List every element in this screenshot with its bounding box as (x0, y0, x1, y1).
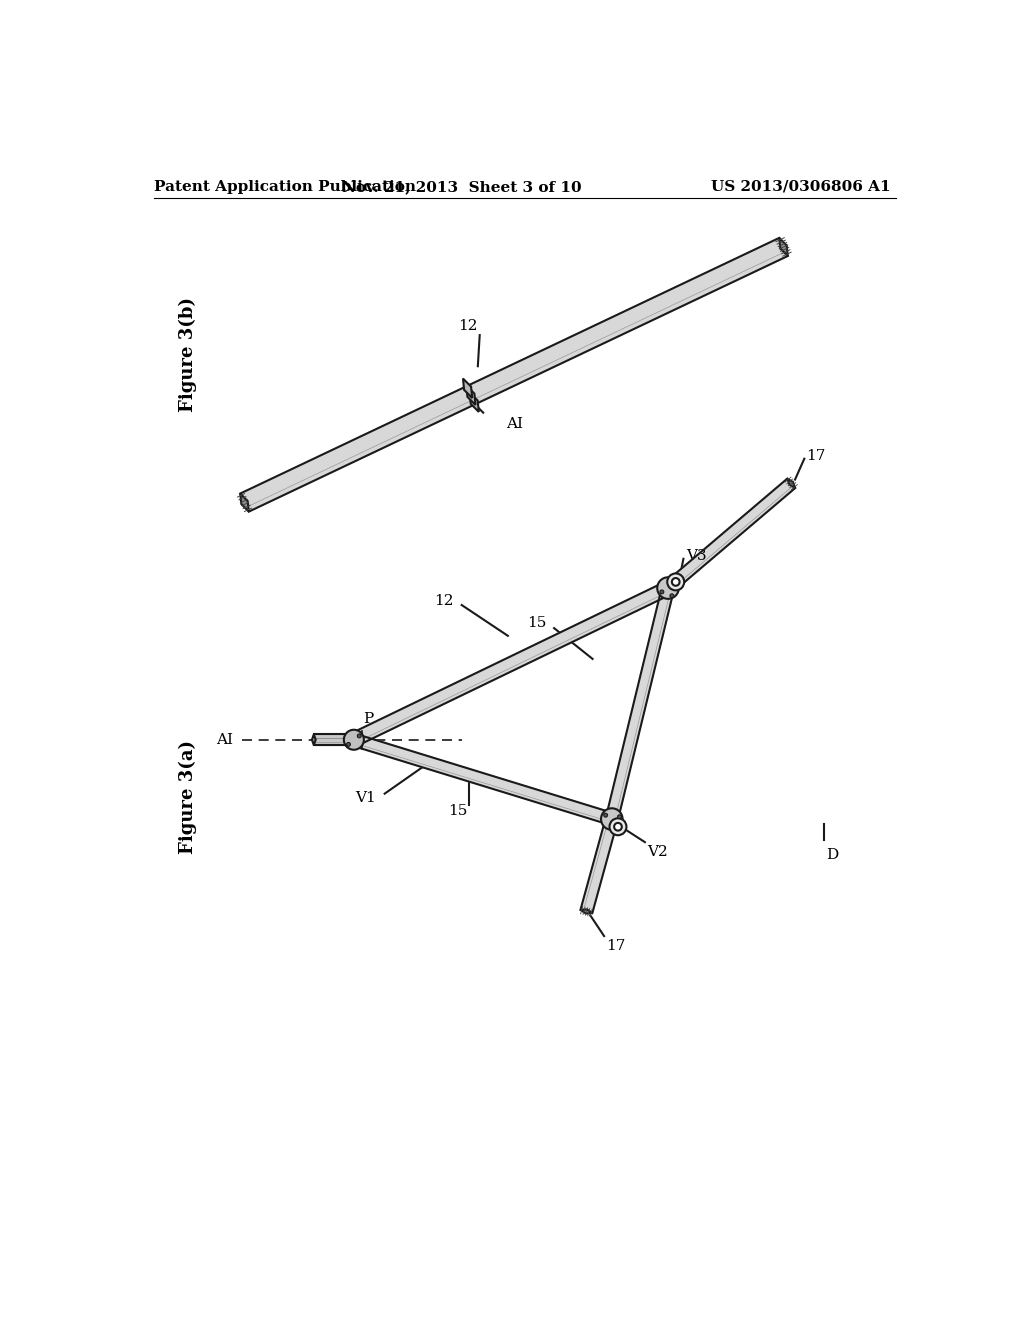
Polygon shape (664, 479, 796, 593)
Text: V2: V2 (647, 845, 668, 859)
Text: Figure 3(b): Figure 3(b) (179, 297, 198, 412)
Text: 15: 15 (449, 804, 468, 818)
Polygon shape (779, 238, 787, 256)
Circle shape (670, 594, 674, 598)
Ellipse shape (601, 808, 623, 830)
Text: 17: 17 (807, 449, 826, 462)
Polygon shape (352, 734, 613, 825)
Text: 17: 17 (606, 940, 626, 953)
Circle shape (614, 822, 622, 830)
Circle shape (659, 590, 664, 594)
Text: Nov. 21, 2013  Sheet 3 of 10: Nov. 21, 2013 Sheet 3 of 10 (342, 180, 582, 194)
Polygon shape (241, 494, 249, 512)
Circle shape (604, 813, 607, 817)
Text: 12: 12 (459, 319, 478, 333)
Polygon shape (351, 582, 671, 746)
Text: Figure 3(a): Figure 3(a) (179, 741, 198, 854)
Circle shape (617, 814, 622, 818)
Polygon shape (787, 479, 796, 488)
Text: AI: AI (216, 733, 233, 747)
Polygon shape (463, 379, 472, 399)
Polygon shape (241, 238, 787, 512)
Polygon shape (581, 817, 617, 913)
Text: 12: 12 (434, 594, 454, 609)
Polygon shape (313, 734, 354, 744)
Polygon shape (466, 385, 475, 405)
Polygon shape (606, 586, 674, 821)
Text: Patent Application Publication: Patent Application Publication (154, 180, 416, 194)
Text: V3: V3 (686, 549, 708, 562)
Circle shape (357, 734, 361, 738)
Circle shape (668, 573, 684, 590)
Circle shape (346, 742, 350, 746)
Polygon shape (470, 392, 479, 412)
Circle shape (609, 818, 627, 836)
Text: 15: 15 (527, 616, 547, 631)
Ellipse shape (657, 577, 679, 599)
Text: P: P (364, 711, 374, 726)
Circle shape (672, 578, 680, 586)
Polygon shape (312, 734, 315, 744)
Text: US 2013/0306806 A1: US 2013/0306806 A1 (711, 180, 890, 194)
Text: V1: V1 (354, 791, 376, 804)
Ellipse shape (344, 730, 364, 750)
Polygon shape (581, 909, 592, 913)
Text: AI: AI (506, 417, 523, 432)
Text: D: D (826, 847, 839, 862)
